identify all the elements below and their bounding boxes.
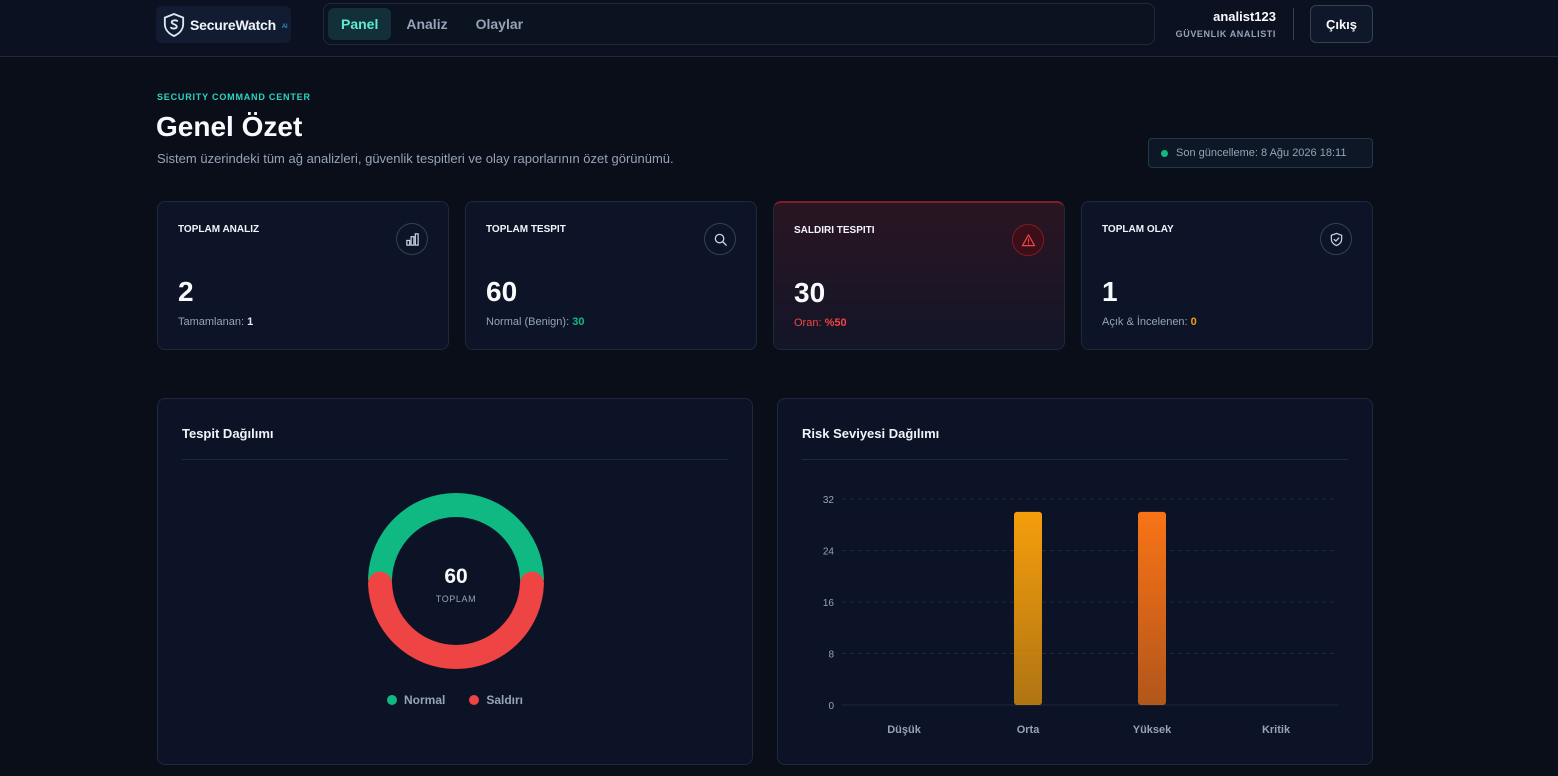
user-role: GÜVENLIK ANALISTI — [1175, 29, 1276, 39]
shield-check-icon — [1320, 223, 1352, 255]
donut-chart: 60 TOPLAM — [368, 493, 544, 669]
card-value: 1 — [1102, 276, 1118, 307]
logout-button[interactable]: Çıkış — [1310, 5, 1373, 43]
tab-olaylar[interactable]: Olaylar — [475, 16, 524, 32]
tab-analiz[interactable]: Analiz — [406, 16, 448, 32]
y-tick-label: 24 — [823, 547, 835, 558]
card-footer-label: Normal (Benign): — [486, 316, 570, 328]
donut-slice-saldırı[interactable] — [368, 571, 544, 669]
donut-center-label: TOPLAM — [436, 594, 476, 604]
legend-label: Normal — [403, 693, 446, 707]
last-updated-text: Son güncelleme: 8 Ağu 2026 18:11 — [1176, 147, 1347, 159]
card-footer-value: %50 — [824, 317, 847, 329]
card-footer: Tamamlanan: 1 — [178, 316, 253, 328]
logo-sub: AI — [281, 24, 288, 30]
chart-legend: Normal Saldırı — [158, 693, 752, 707]
last-updated-badge: Son güncelleme: 8 Ağu 2026 18:11 — [1148, 138, 1373, 168]
app-logo[interactable]: SecureWatch AI — [156, 6, 291, 43]
card-footer-value: 0 — [1190, 316, 1197, 328]
top-bar: SecureWatch AI Panel Analiz Olaylar anal… — [0, 0, 1558, 57]
header-divider — [1293, 8, 1294, 40]
card-label: TOPLAM ANALIZ — [178, 224, 260, 235]
card-value: 60 — [486, 276, 518, 307]
tab-panel[interactable]: Panel — [328, 8, 392, 40]
legend-item-attack[interactable]: Saldırı — [469, 693, 523, 707]
x-tick-label: Orta — [1017, 724, 1041, 736]
stat-card-total-analysis[interactable]: TOPLAM ANALIZ 2 Tamamlanan: 1 — [157, 201, 449, 350]
stat-card-attack-detection[interactable]: SALDIRI TESPITI 30 Oran: %50 — [773, 201, 1065, 350]
panel-title: Tespit Dağılımı — [182, 426, 274, 441]
logo-text: SecureWatch — [190, 16, 276, 33]
detection-distribution-panel: Tespit Dağılımı 60 TOPLAM Normal Saldırı — [157, 398, 753, 765]
legend-dot-icon — [469, 695, 480, 705]
card-footer: Normal (Benign): 30 — [486, 316, 584, 328]
card-footer-value: 30 — [572, 316, 585, 328]
bar-orta[interactable] — [1014, 511, 1042, 705]
legend-label: Saldırı — [486, 693, 524, 707]
x-tick-label: Yüksek — [1133, 724, 1172, 736]
card-footer-label: Oran: — [794, 317, 822, 329]
bar-yüksek[interactable] — [1138, 511, 1166, 705]
page-title: Genel Özet — [156, 111, 303, 142]
stat-card-total-detection[interactable]: TOPLAM TESPIT 60 Normal (Benign): 30 — [465, 201, 757, 350]
bar-chart: 0 8 16 24 32 Düşük Orta Yüksek Kritik — [823, 495, 1338, 736]
card-value: 30 — [794, 277, 826, 308]
panel-divider — [182, 459, 728, 460]
y-tick-label: 16 — [823, 598, 835, 609]
card-value: 2 — [178, 276, 194, 307]
legend-item-normal[interactable]: Normal — [386, 693, 446, 707]
main-nav: Panel Analiz Olaylar — [323, 3, 1155, 45]
card-label: TOPLAM TESPIT — [486, 224, 566, 235]
warning-triangle-icon — [1012, 224, 1044, 256]
search-icon — [704, 223, 736, 255]
donut-center-value: 60 — [444, 565, 467, 588]
card-label: TOPLAM OLAY — [1102, 224, 1174, 235]
page-eyebrow: SECURITY COMMAND CENTER — [157, 92, 311, 102]
x-tick-label: Kritik — [1262, 724, 1291, 736]
card-footer-value: 1 — [247, 316, 254, 328]
stat-card-total-incidents[interactable]: TOPLAM OLAY 1 Açık & İncelenen: 0 — [1081, 201, 1373, 350]
panel-title: Risk Seviyesi Dağılımı — [802, 426, 940, 441]
y-tick-label: 0 — [828, 701, 834, 712]
page-subtitle: Sistem üzerindeki tüm ağ analizleri, güv… — [157, 151, 674, 166]
donut-slice-normal[interactable] — [368, 493, 544, 591]
bar-chart-icon — [396, 223, 428, 255]
risk-level-distribution-panel: Risk Seviyesi Dağılımı 0 8 16 24 32 Düşük Orta… — [777, 398, 1373, 765]
y-tick-label: 32 — [823, 495, 835, 506]
x-tick-label: Düşük — [887, 724, 922, 736]
status-dot-icon — [1161, 149, 1168, 157]
y-tick-label: 8 — [828, 650, 834, 661]
panel-divider — [802, 459, 1348, 460]
shield-logo-icon — [163, 12, 185, 37]
card-footer-label: Tamamlanan: — [178, 316, 245, 328]
legend-dot-icon — [386, 695, 397, 705]
card-label: SALDIRI TESPITI — [794, 225, 875, 236]
user-name: analist123 — [1213, 9, 1276, 24]
card-footer: Açık & İncelenen: 0 — [1102, 316, 1197, 328]
card-footer: Oran: %50 — [794, 317, 847, 329]
user-info: analist123 GÜVENLIK ANALISTI — [1176, 9, 1276, 39]
card-footer-label: Açık & İncelenen: — [1102, 316, 1188, 328]
